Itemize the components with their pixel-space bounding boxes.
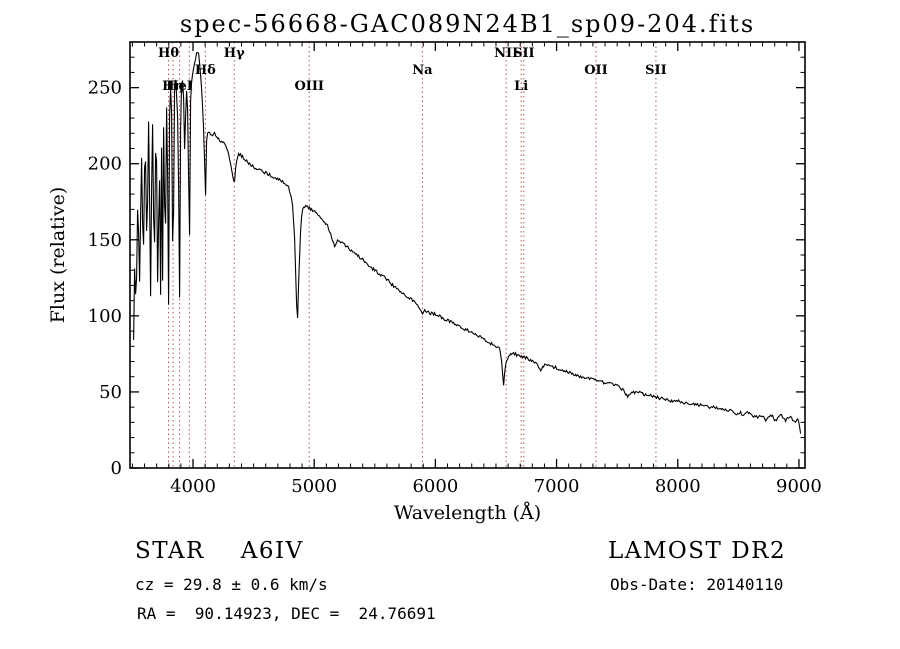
x-tick-label: 6000 [412, 476, 458, 497]
survey-label: LAMOST DR2 [608, 538, 787, 564]
spectral-line-label: Hγ [224, 46, 245, 61]
plot-border [129, 41, 806, 469]
spectral-line-label: Hθ [158, 46, 179, 61]
spectral-line-markers [168, 42, 657, 468]
y-tick-label: 0 [111, 458, 122, 479]
spectral-line-label: Na [412, 63, 433, 78]
object-class: STAR [135, 538, 205, 564]
y-tick-label: 150 [88, 230, 122, 251]
y-axis-label: Flux (relative) [47, 186, 69, 324]
y-tick-label: 100 [88, 306, 122, 327]
object-subclass: A6IV [240, 538, 304, 564]
spectrum-line [133, 52, 802, 434]
spectrum-curve [133, 52, 802, 434]
ra-dec-value: RA = 90.14923, DEC = 24.76691 [137, 604, 436, 623]
spectral-line-label: SII [645, 63, 667, 78]
spectral-line-label: OIII [294, 79, 324, 94]
figure-title: spec-56668-GAC089N24B1_sp09-204.fits [179, 10, 756, 38]
x-tick-label: 5000 [291, 476, 337, 497]
x-tick-label: 8000 [655, 476, 701, 497]
spectral-line-label: HeI [166, 79, 193, 94]
spectral-line-label: Hδ [195, 63, 216, 78]
axes: 4000 5000 6000 7000 8000 9000 0 50 100 150 200 250 [88, 41, 822, 497]
x-tick-label: 4000 [170, 476, 216, 497]
obs-date: Obs-Date: 20140110 [610, 575, 784, 594]
y-tick-label: 250 [88, 78, 122, 99]
x-tick-label: 9000 [776, 476, 822, 497]
y-tick-label: 50 [99, 382, 122, 403]
spectral-line-label: NII [494, 46, 518, 61]
y-tick-label: 200 [88, 154, 122, 175]
cz-value: cz = 29.8 ± 0.6 km/s [135, 575, 328, 594]
x-axis-label: Wavelength (Å) [393, 502, 542, 524]
spectral-line-label: OII [584, 63, 608, 78]
x-tick-label: 7000 [534, 476, 580, 497]
classification-text: STAR A6IV [135, 538, 304, 564]
spectral-line-label: Hη [162, 79, 184, 94]
spectral-line-label: SII [513, 46, 535, 61]
spectral-line-label: Li [514, 79, 528, 94]
